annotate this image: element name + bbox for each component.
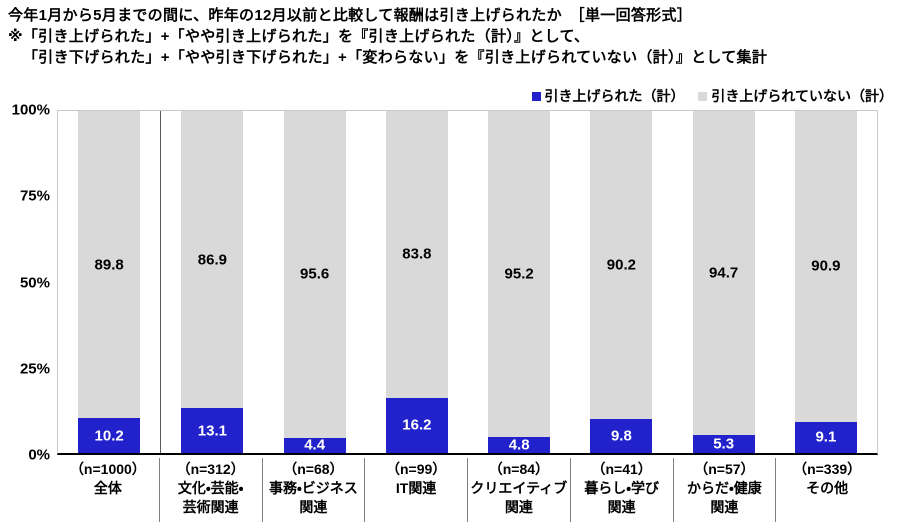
category-label: （n=57） からだ・健康 関連 [674,458,777,522]
value-label-not-raised: 95.6 [300,265,330,283]
bar-columns: 89.8 10.2 86.9 13.1 95.6 4.4 83.8 16.2 95.2 4.8 90… [58,111,877,453]
segment-raised: 13.1 [181,408,244,453]
category-label: （n=99） IT関連 [365,458,468,522]
category-name-line: 暮らし・学び [584,480,659,496]
title-line-1: 今年1月から5月までの間に、昨年の12月以前と比較して報酬は引き上げられたか ［… [8,7,693,24]
category-n-count: （n=57） [694,461,755,477]
category-n-count: （n=41） [591,461,652,477]
category-n-count: （n=339） [793,461,862,477]
bar-column: 89.8 10.2 [58,111,162,453]
y-axis: 100% 75% 50% 25% 0% [0,102,50,464]
category-label: （n=84） クリエイティブ 関連 [468,458,571,522]
category-label: （n=41） 暮らし・学び 関連 [571,458,674,522]
segment-not-raised: 90.2 [590,111,653,420]
title-line-3: 「引き下げられた」+「やや引き下げられた」+「変わらない」を『引き上げられていな… [23,49,768,66]
category-label: （n=68） 事務・ビジネス 関連 [263,458,366,522]
value-label-not-raised: 90.9 [811,257,841,275]
category-name-line: 関連 [607,499,636,515]
category-label: （n=312） 文化・芸能・ 芸術関連 [160,458,263,522]
category-label: （n=1000） 全体 [57,458,160,522]
legend-label-not-raised: 引き上げられていない（計） [711,88,893,104]
bar-column: 90.9 9.1 [775,111,877,453]
category-name-line: 事務・ビジネス [268,480,358,496]
value-label-not-raised: 83.8 [402,245,432,263]
chart-title: 今年1月から5月までの間に、昨年の12月以前と比較して報酬は引き上げられたか ［… [8,5,767,68]
y-tick-50: 50% [19,274,50,291]
value-label-not-raised: 95.2 [504,265,534,283]
segment-not-raised: 89.8 [78,111,141,419]
category-n-count: （n=312） [176,461,245,477]
segment-raised: 16.2 [385,397,448,453]
segment-not-raised: 83.8 [385,111,448,398]
category-name-line: IT関連 [395,480,437,496]
category-name-line: 関連 [299,499,328,515]
category-name-line: 全体 [93,480,122,496]
stacked-bar: 90.9 9.1 [794,111,857,453]
value-label-not-raised: 86.9 [197,251,227,269]
stacked-bar: 83.8 16.2 [385,111,448,453]
category-name-line: クリエイティブ [470,480,568,496]
value-label-raised: 4.8 [508,436,530,454]
bar-column: 83.8 16.2 [366,111,468,453]
bar-column: 90.2 9.8 [570,111,672,453]
stacked-bar: 86.9 13.1 [181,111,244,453]
category-name-line: 芸術関連 [182,499,239,515]
y-tick-75: 75% [19,187,50,205]
value-label-not-raised: 94.7 [709,264,739,282]
stacked-bar: 89.8 10.2 [78,111,141,453]
value-label-raised: 16.2 [402,416,432,434]
category-n-count: （n=68） [283,461,344,477]
value-label-raised: 4.4 [304,436,326,454]
segment-raised: 9.1 [794,421,857,453]
segment-not-raised: 95.2 [488,111,551,437]
category-name-line: 文化・芸能・ [177,480,244,496]
value-label-not-raised: 89.8 [94,256,124,274]
segment-raised: 4.4 [283,436,346,454]
value-label-raised: 9.1 [815,428,837,446]
value-label-raised: 10.2 [94,427,124,445]
category-n-count: （n=1000） [69,461,146,477]
category-name-line: 関連 [504,499,533,515]
legend-item-not-raised: 引き上げられていない（計） [698,86,893,106]
stacked-bar: 95.2 4.8 [488,111,551,454]
category-n-count: （n=84） [488,461,550,477]
segment-raised: 10.2 [78,418,141,453]
stacked-bar: 95.6 4.4 [283,111,346,454]
stacked-bar: 94.7 5.3 [692,111,755,453]
legend-swatch-not-raised [698,91,708,101]
bar-column: 95.6 4.4 [264,111,366,453]
category-n-count: （n=99） [385,461,447,477]
value-label-raised: 5.3 [713,435,735,453]
value-label-raised: 13.1 [197,422,227,440]
y-tick-100: 100% [11,101,50,119]
y-tick-0: 0% [28,446,50,464]
category-name-line: からだ・健康 [686,480,762,496]
legend-label-raised: 引き上げられた（計） [544,88,685,104]
category-name-line: その他 [806,480,849,496]
segment-not-raised: 86.9 [181,111,244,409]
value-label-not-raised: 90.2 [606,256,636,274]
category-name-line: 関連 [710,499,739,515]
chart-legend: 引き上げられた（計） 引き上げられていない（計） [522,86,893,106]
title-line-2: ※「引き上げられた」+「やや引き上げられた」を『引き上げられた（計）』として、 [8,28,590,45]
category-axis: （n=1000） 全体 （n=312） 文化・芸能・ 芸術関連 （n=68） 事務・ビジネス… [57,458,878,522]
legend-swatch-raised [531,91,541,101]
y-tick-25: 25% [19,360,50,378]
bar-column: 95.2 4.8 [468,111,570,453]
plot-area: 89.8 10.2 86.9 13.1 95.6 4.4 83.8 16.2 95.2 4.8 90… [57,110,878,455]
segment-raised: 4.8 [488,436,551,454]
segment-raised: 5.3 [692,434,755,453]
bar-column: 86.9 13.1 [161,111,263,453]
category-label: （n=339） その他 [776,458,878,522]
segment-not-raised: 90.9 [794,111,857,422]
value-label-raised: 9.8 [610,427,632,445]
legend-item-raised: 引き上げられた（計） [531,86,685,106]
segment-not-raised: 94.7 [692,111,755,435]
bar-column: 94.7 5.3 [673,111,775,453]
stacked-bar: 90.2 9.8 [590,111,653,453]
segment-raised: 9.8 [590,419,653,453]
segment-not-raised: 95.6 [283,111,346,438]
